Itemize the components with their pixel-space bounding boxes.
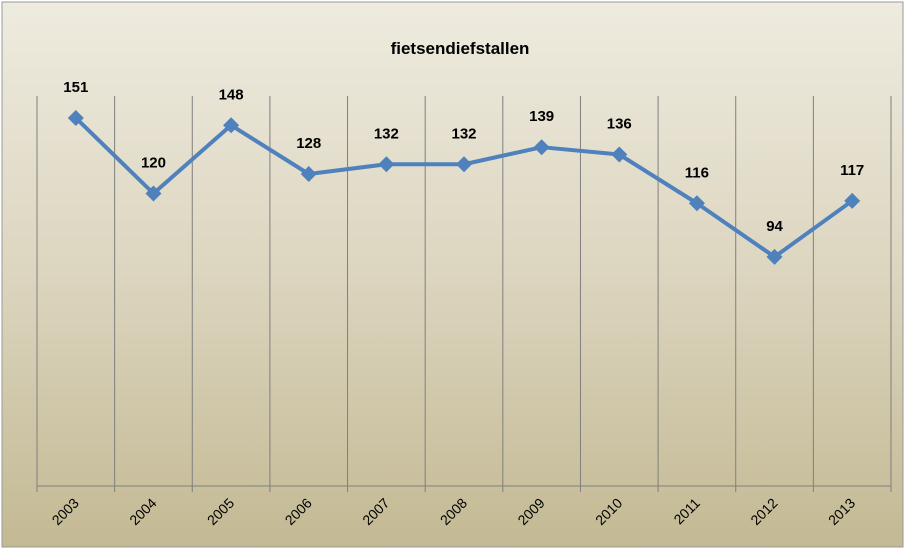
- data-label: 148: [219, 86, 244, 103]
- data-label: 136: [607, 116, 632, 133]
- data-label: 132: [451, 125, 476, 142]
- data-label: 132: [374, 125, 399, 142]
- data-label: 139: [529, 108, 554, 125]
- data-marker: [844, 192, 861, 209]
- data-marker: [766, 248, 783, 265]
- data-marker: [688, 195, 705, 212]
- data-marker: [67, 109, 84, 126]
- data-marker: [533, 139, 550, 156]
- data-marker: [300, 166, 317, 182]
- chart-title: fietsendiefstallen: [391, 39, 530, 58]
- data-marker: [145, 185, 162, 202]
- data-label: 116: [685, 164, 709, 181]
- data-marker: [378, 156, 395, 173]
- data-marker: [456, 156, 472, 173]
- data-label: 128: [296, 135, 321, 152]
- data-label: 94: [766, 218, 783, 235]
- data-label: 120: [141, 155, 166, 172]
- data-marker: [611, 146, 628, 163]
- data-label: 151: [63, 79, 88, 96]
- data-label: 117: [840, 162, 864, 179]
- data-marker: [223, 117, 240, 134]
